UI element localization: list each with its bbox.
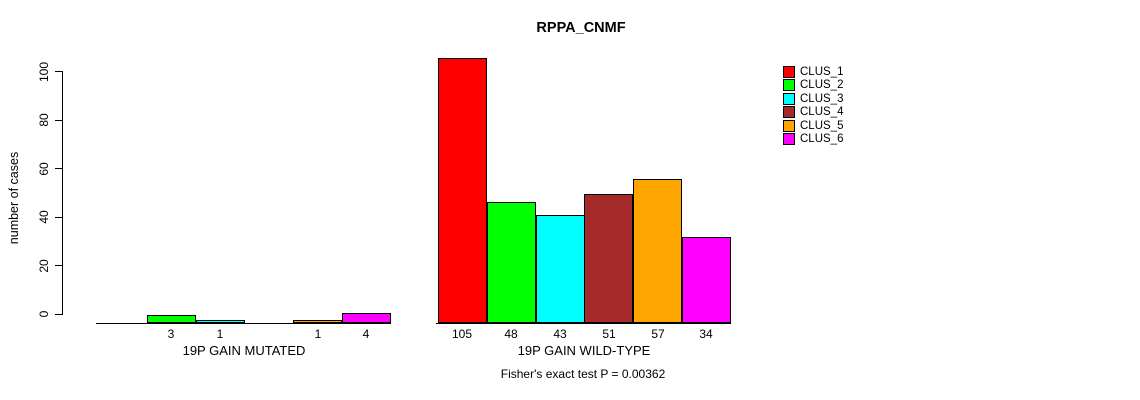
y-tick-label: 80	[37, 113, 51, 127]
y-tick-label: 20	[37, 258, 51, 273]
bar-clus_3-group1	[196, 320, 245, 323]
legend-item-clus_4: CLUS_4	[783, 106, 843, 118]
fisher-test-label: Fisher's exact test P = 0.00362	[500, 367, 666, 381]
x-axis-baseline	[96, 323, 391, 324]
bar-clus_1-group2	[438, 58, 487, 323]
legend-swatch-clus_6	[783, 133, 795, 145]
bar-clus_2-group1	[147, 315, 196, 323]
x-axis-baseline	[436, 323, 731, 324]
bar-clus_6-group2	[682, 237, 731, 323]
legend-swatch-clus_2	[783, 79, 795, 91]
bar-count-label: 3	[167, 327, 175, 341]
legend-item-clus_3: CLUS_3	[783, 93, 843, 105]
bar-count-label: 1	[216, 327, 224, 341]
legend-label: CLUS_4	[800, 106, 844, 118]
legend-swatch-clus_5	[783, 120, 795, 132]
bar-count-label: 57	[651, 327, 665, 341]
y-tick-label: 100	[37, 61, 51, 82]
bar-count-label: 48	[504, 327, 518, 341]
y-tick	[55, 265, 62, 266]
legend-swatch-clus_3	[783, 93, 795, 105]
bar-clus_5-group2	[633, 179, 682, 323]
bar-clus_5-group1	[293, 320, 342, 323]
legend-swatch-clus_1	[783, 66, 795, 78]
bar-count-label: 43	[553, 327, 567, 341]
y-tick	[55, 119, 62, 121]
bar-count-label: 1	[314, 327, 322, 341]
legend-item-clus_1: CLUS_1	[783, 66, 843, 78]
legend-item-clus_5: CLUS_5	[783, 120, 843, 132]
category-label-group1: 19P GAIN MUTATED	[182, 343, 306, 358]
legend-label: CLUS_5	[800, 120, 844, 132]
legend-label: CLUS_2	[800, 79, 844, 91]
bar-count-label: 4	[362, 327, 370, 341]
legend-label: CLUS_1	[800, 66, 844, 78]
y-tick-label: 60	[37, 161, 51, 176]
legend-label: CLUS_6	[800, 133, 844, 145]
chart-title: RPPA_CNMF	[536, 20, 626, 36]
legend-item-clus_2: CLUS_2	[783, 79, 843, 91]
y-tick	[55, 168, 62, 169]
y-tick-label: 40	[37, 210, 51, 224]
bar-clus_6-group1	[342, 313, 391, 323]
bar-clus_3-group2	[536, 215, 585, 323]
y-axis-line	[62, 71, 63, 315]
y-tick	[55, 216, 62, 218]
y-tick	[55, 313, 62, 315]
y-tick-label: 0	[37, 310, 51, 318]
y-axis-title: number of cases	[7, 151, 21, 245]
bar-count-label: 34	[699, 327, 713, 341]
legend-label: CLUS_3	[800, 93, 844, 105]
y-tick	[55, 71, 62, 72]
category-label-group2: 19P GAIN WILD-TYPE	[517, 343, 651, 358]
bar-count-label: 51	[602, 327, 616, 341]
legend-item-clus_6: CLUS_6	[783, 133, 843, 145]
bar-clus_2-group2	[487, 202, 536, 323]
bar-count-label: 105	[451, 327, 473, 341]
legend-swatch-clus_4	[783, 106, 795, 118]
bar-clus_4-group2	[584, 194, 633, 323]
